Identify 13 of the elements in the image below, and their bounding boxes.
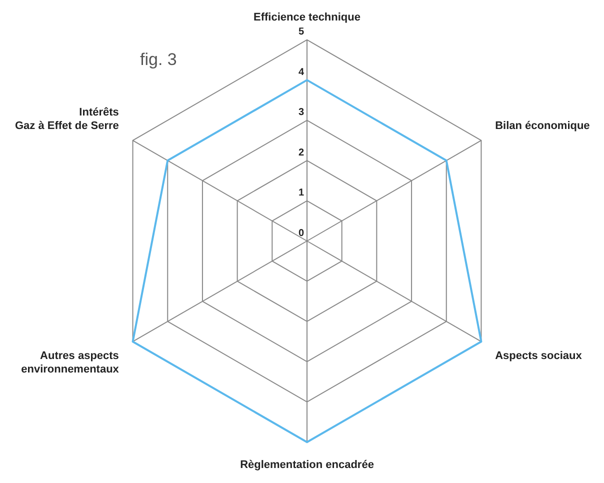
- spoke-label: Autres aspects environnementaux: [21, 350, 120, 376]
- y-tick-label: 2: [298, 147, 304, 158]
- y-tick-label: 3: [298, 107, 304, 118]
- y-tick-label: 4: [298, 66, 304, 78]
- caption: fig. 3: [140, 50, 177, 70]
- spoke-label: Efficience technique: [254, 11, 360, 24]
- spoke-label: Bilan économique: [495, 120, 590, 132]
- y-tick-label: 1: [298, 188, 304, 199]
- y-tick-label: 5: [298, 26, 304, 38]
- spoke-label: Aspects sociaux: [495, 350, 583, 362]
- spoke-label: Règlementation encadrée: [240, 458, 374, 471]
- y-tick-label: 0: [298, 228, 304, 239]
- spoke-label: Intérêts Gaz à Effet de Serre: [14, 106, 119, 132]
